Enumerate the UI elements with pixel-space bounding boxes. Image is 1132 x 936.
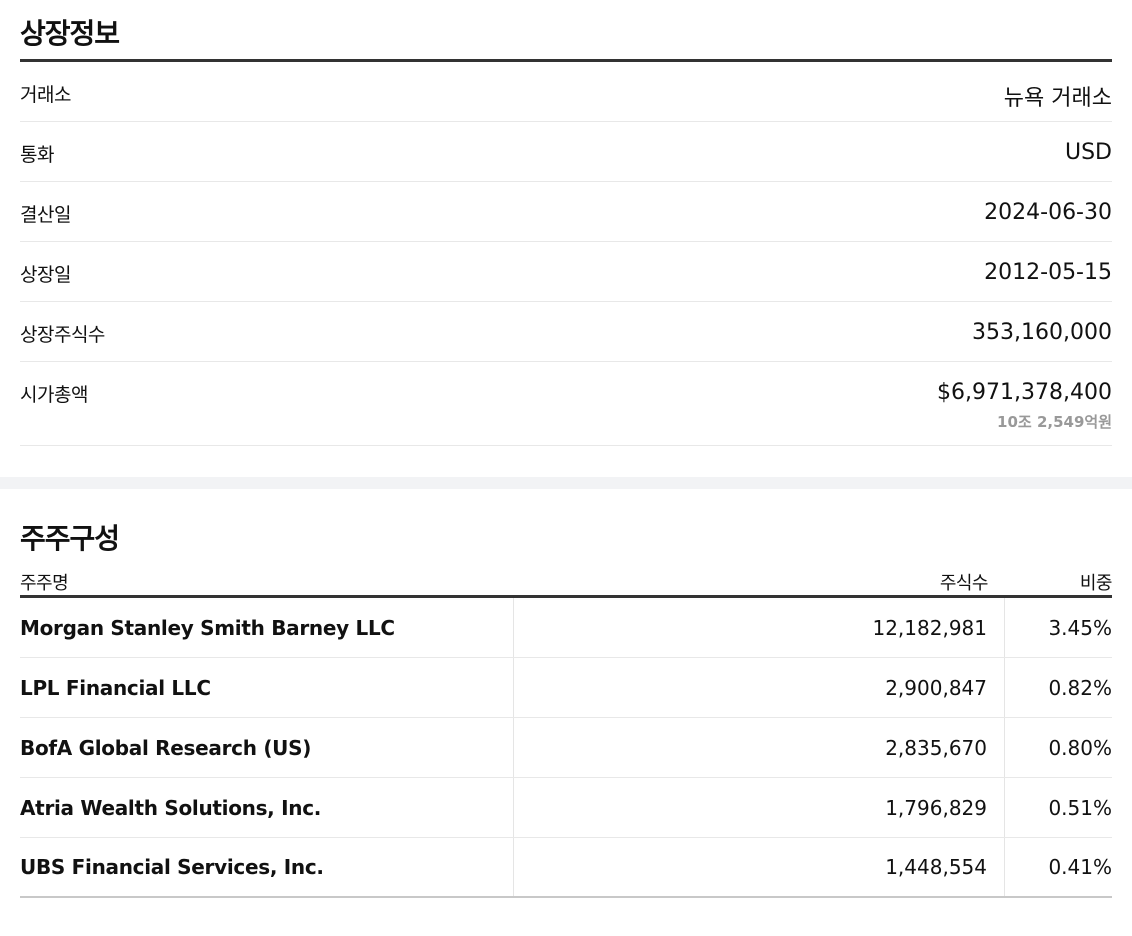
listing-info-section: 상장정보 거래소 뉴욕 거래소 통화 USD 결산일 2024-06-30 상장…: [20, 0, 1112, 446]
info-value: 2012-05-15: [984, 260, 1112, 285]
info-value: 뉴욕 거래소: [1003, 86, 1112, 111]
info-label: 상장일: [20, 264, 71, 286]
holder-shares: 12,182,981: [514, 598, 1005, 657]
listing-info-title: 상장정보: [20, 0, 1112, 62]
table-body: Morgan Stanley Smith Barney LLC 12,182,9…: [20, 598, 1112, 898]
table-row: UBS Financial Services, Inc. 1,448,554 0…: [20, 838, 1112, 898]
holder-ratio: 0.80%: [1048, 735, 1112, 760]
holder-ratio: 0.82%: [1048, 675, 1112, 700]
info-value: 353,160,000: [972, 320, 1112, 345]
holder-ratio: 0.41%: [1048, 855, 1112, 879]
holder-shares: 1,796,829: [514, 778, 1005, 837]
market-cap-krw: 10조 2,549억원: [997, 413, 1112, 431]
holder-name: BofA Global Research (US): [20, 718, 514, 777]
table-row: LPL Financial LLC 2,900,847 0.82%: [20, 658, 1112, 718]
header-ratio: 비중: [1079, 573, 1113, 594]
holder-name: UBS Financial Services, Inc.: [20, 838, 514, 896]
holder-ratio: 0.51%: [1048, 795, 1112, 820]
info-row-market-cap: 시가총액 $6,971,378,400 10조 2,549억원: [20, 362, 1112, 446]
info-row-listing-date: 상장일 2012-05-15: [20, 242, 1112, 302]
info-label: 통화: [20, 144, 54, 166]
info-row-fiscal-date: 결산일 2024-06-30: [20, 182, 1112, 242]
info-value: USD: [1064, 140, 1112, 165]
info-label: 결산일: [20, 204, 71, 226]
table-row: Morgan Stanley Smith Barney LLC 12,182,9…: [20, 598, 1112, 658]
holder-shares: 2,835,670: [514, 718, 1005, 777]
holder-name: Morgan Stanley Smith Barney LLC: [20, 598, 514, 657]
table-header: 주주명 주식수 비중: [20, 557, 1113, 598]
info-row-currency: 통화 USD: [20, 122, 1112, 182]
holder-name: Atria Wealth Solutions, Inc.: [20, 778, 514, 837]
holder-shares: 1,448,554: [514, 838, 1005, 896]
holder-shares: 2,900,847: [514, 658, 1005, 717]
info-value: $6,971,378,400: [937, 380, 1112, 405]
section-divider: [0, 477, 1132, 489]
table-row: Atria Wealth Solutions, Inc. 1,796,829 0…: [20, 778, 1112, 838]
info-label: 시가총액: [20, 384, 88, 406]
info-row-exchange: 거래소 뉴욕 거래소: [20, 62, 1112, 122]
shareholders-title: 주주구성: [20, 522, 120, 555]
market-cap-values: $6,971,378,400 10조 2,549억원: [937, 380, 1112, 445]
table-row: BofA Global Research (US) 2,835,670 0.80…: [20, 718, 1112, 778]
header-name: 주주명: [20, 573, 69, 594]
holder-name: LPL Financial LLC: [20, 658, 514, 717]
info-value: 2024-06-30: [984, 200, 1112, 225]
info-label: 상장주식수: [20, 324, 105, 346]
header-shares: 주식수: [939, 573, 989, 594]
info-row-listed-shares: 상장주식수 353,160,000: [20, 302, 1112, 362]
info-label: 거래소: [20, 84, 71, 106]
shareholders-section: 주주구성 주주명 주식수 비중 Morgan Stanley Smith Bar…: [0, 489, 1132, 898]
holder-ratio: 3.45%: [1048, 615, 1112, 640]
